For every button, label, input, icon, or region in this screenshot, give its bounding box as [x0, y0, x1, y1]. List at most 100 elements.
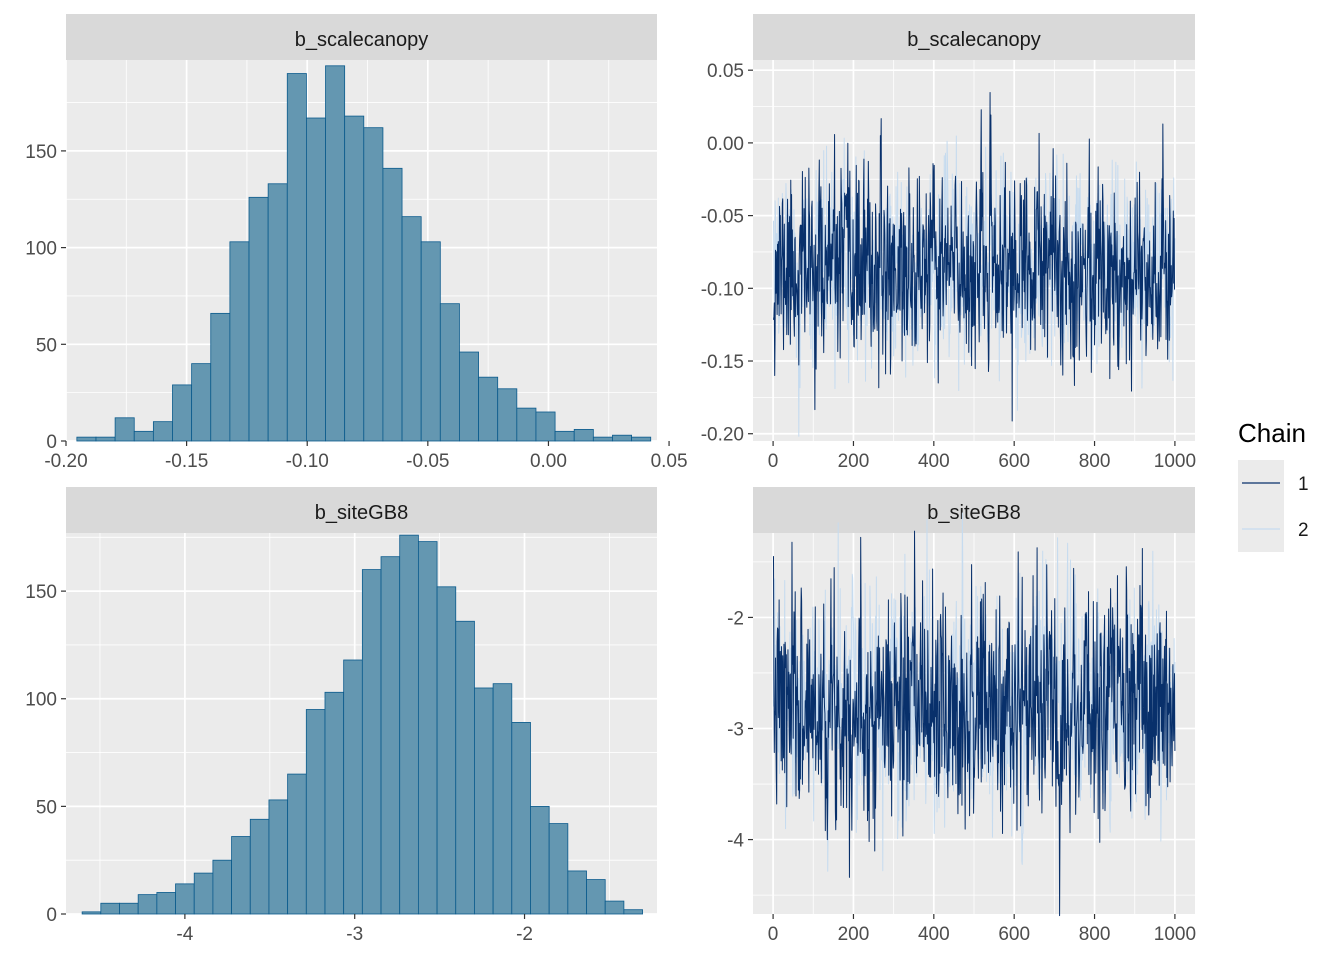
histogram-bar [137, 894, 158, 915]
y-tick-label: -3 [727, 719, 744, 740]
histogram-bar [172, 384, 193, 442]
legend-label: 1 [1298, 474, 1309, 495]
histogram-bar [511, 722, 531, 915]
histogram-bar [268, 799, 289, 915]
y-tick-label: -0.20 [701, 425, 744, 446]
histogram-bar [249, 818, 270, 915]
histogram-bar [324, 691, 345, 915]
histogram-bar [343, 659, 363, 915]
histogram-bar [344, 115, 365, 442]
facet-strip-label: b_scalecanopy [907, 29, 1040, 51]
y-tick-label: 50 [36, 335, 57, 356]
histogram-bar [497, 388, 518, 442]
histogram-bar [567, 870, 587, 915]
histogram-bar [548, 823, 569, 915]
histogram-bar [133, 430, 154, 442]
x-tick-label: 200 [838, 451, 870, 472]
histogram-bars [81, 534, 643, 915]
y-tick-label: -0.05 [701, 207, 744, 228]
x-tick-label: 0.05 [651, 451, 688, 472]
x-tick-label: 1000 [1154, 924, 1196, 945]
trace-lines [772, 92, 1176, 437]
trace-line-chain-2 [772, 512, 1176, 872]
y-tick-label: -0.15 [701, 352, 744, 373]
legend-label: 2 [1298, 520, 1309, 541]
y-tick-label: 150 [25, 142, 57, 163]
histogram-bar [306, 117, 326, 442]
histogram-bar [361, 569, 382, 915]
facet-strip [66, 487, 657, 533]
histogram-bar [363, 127, 384, 442]
histogram-bar [631, 436, 652, 442]
histogram-bar [152, 421, 173, 442]
histogram-bar [417, 541, 438, 915]
x-tick-label: -2 [516, 924, 533, 945]
histogram-bar [573, 428, 594, 442]
x-tick-label: -3 [346, 924, 363, 945]
y-tick-label: 0.00 [707, 134, 744, 155]
x-tick-label: 400 [918, 924, 950, 945]
x-tick-label: -0.15 [165, 451, 208, 472]
trace-line-chain-1 [772, 530, 1176, 917]
histogram-bar [399, 534, 419, 915]
y-tick-label: -4 [727, 831, 744, 852]
histogram-bar [231, 836, 251, 915]
facet-strip-label: b_siteGB8 [927, 502, 1020, 524]
facet-strip [753, 487, 1195, 533]
x-tick-label: -0.20 [44, 451, 87, 472]
histogram-bar [401, 216, 422, 442]
y-tick-label: 150 [25, 582, 57, 603]
histogram-bar [325, 65, 346, 442]
trace-line-chain-1 [772, 92, 1176, 422]
y-tick-label: -0.10 [701, 279, 744, 300]
histogram-bar [436, 586, 457, 915]
x-tick-label: -0.10 [286, 451, 329, 472]
histogram-bar [382, 167, 403, 442]
y-tick-label: 100 [25, 690, 57, 711]
histogram-bar [530, 805, 550, 915]
x-tick-label: 800 [1079, 924, 1111, 945]
histogram-bar [191, 363, 212, 442]
histogram-bar [100, 902, 120, 915]
histogram-bar [612, 434, 632, 442]
panel-trace-sitegb8: b_siteGB8 -4 -3 -2 0 200 400 600 800 1000 [727, 487, 1196, 945]
y-tick-label: 100 [25, 239, 57, 260]
histogram-bars [76, 65, 652, 442]
y-tick-label: 0.05 [707, 61, 744, 82]
histogram-bar [380, 556, 401, 915]
x-tick-label: 0.00 [530, 451, 567, 472]
x-tick-label: -4 [176, 924, 193, 945]
histogram-bar [193, 872, 214, 915]
histogram-bar [420, 241, 441, 442]
panel-hist-sitegb8: b_siteGB8 0 50 100 150 -4 -3 -2 [25, 487, 657, 945]
histogram-bar [623, 909, 643, 915]
x-tick-label: 0 [768, 451, 779, 472]
x-tick-label: 400 [918, 451, 950, 472]
facet-strip-label: b_siteGB8 [315, 502, 408, 524]
histogram-bar [212, 859, 232, 915]
histogram-bar [175, 883, 195, 915]
y-tick-label: 0 [46, 905, 57, 926]
x-tick-label: 600 [998, 451, 1030, 472]
histogram-bar [554, 430, 575, 442]
histogram-bar [439, 303, 460, 442]
histogram-bar [592, 436, 613, 442]
histogram-bar [478, 376, 499, 442]
histogram-bar [114, 417, 135, 442]
histogram-bar [156, 892, 176, 915]
y-tick-label: 0 [46, 432, 57, 453]
histogram-bar [586, 879, 606, 915]
histogram-bar [76, 436, 97, 442]
y-tick-label: -2 [727, 608, 744, 629]
panel-hist-scalecanopy: b_scalecanopy 0 50 100 150 -0.20 -0.15 -0.10 -0.… [25, 14, 688, 472]
x-tick-label: 800 [1079, 451, 1111, 472]
histogram-bar [455, 620, 475, 915]
histogram-bar [459, 351, 479, 442]
histogram-bar [305, 709, 326, 915]
histogram-bar [535, 411, 556, 442]
histogram-bar [516, 407, 537, 442]
trace-lines [772, 512, 1176, 917]
panel-trace-scalecanopy: b_scalecanopy -0.20 -0.15 -0.10 -0.05 0.00 0.0… [701, 14, 1196, 472]
